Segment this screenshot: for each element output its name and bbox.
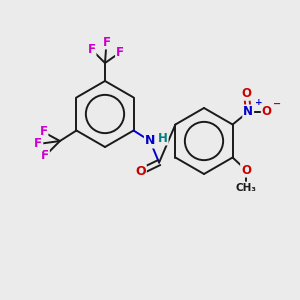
Text: F: F xyxy=(39,125,47,139)
Text: F: F xyxy=(41,149,49,163)
Text: CH₃: CH₃ xyxy=(236,182,256,193)
Text: +: + xyxy=(255,98,262,107)
Text: N: N xyxy=(243,105,253,119)
Text: F: F xyxy=(103,35,110,49)
Text: F: F xyxy=(116,46,124,59)
Text: H: H xyxy=(158,131,168,145)
Text: O: O xyxy=(241,164,251,177)
Text: F: F xyxy=(34,137,42,151)
Text: −: − xyxy=(273,98,281,109)
Text: O: O xyxy=(135,165,146,178)
Text: N: N xyxy=(145,134,155,148)
Text: O: O xyxy=(242,87,252,100)
Text: F: F xyxy=(88,43,95,56)
Text: O: O xyxy=(262,105,272,119)
